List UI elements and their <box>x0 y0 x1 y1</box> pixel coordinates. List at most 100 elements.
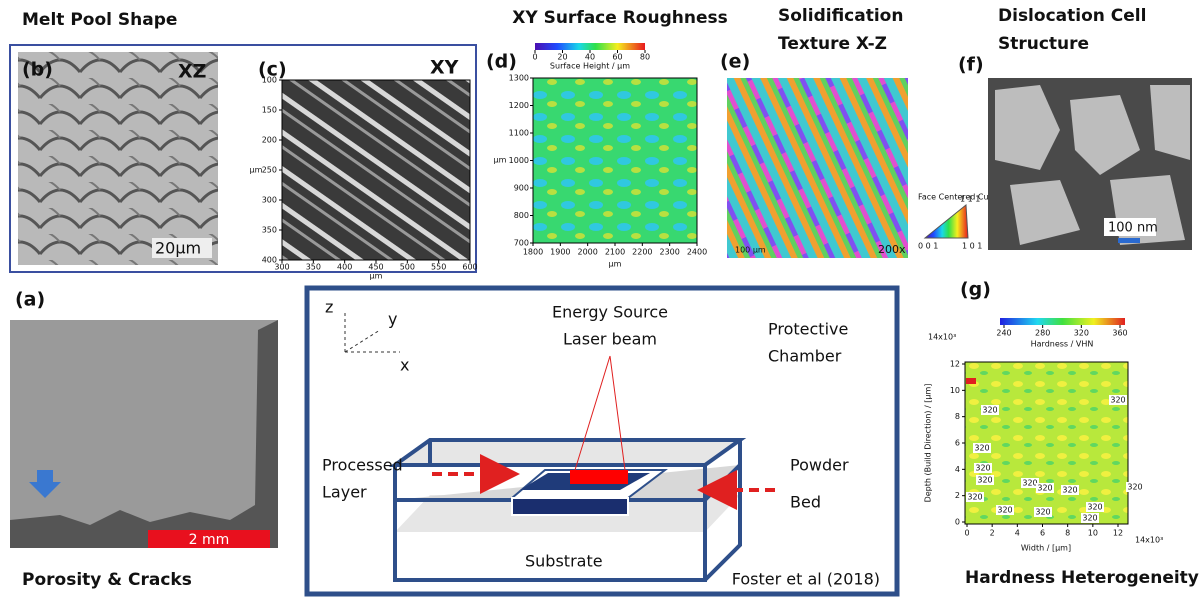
tick-label: 2 <box>955 491 960 500</box>
heading: Solidification <box>778 6 903 26</box>
tick-label: 0 <box>955 518 960 527</box>
height-map <box>533 78 697 243</box>
panel-label: (g) <box>960 279 991 301</box>
tick-label: 6 <box>1040 529 1045 538</box>
heading: Texture X-Z <box>778 34 887 54</box>
tick-label: 250 <box>262 166 277 175</box>
tick-label: 2100 <box>605 248 625 257</box>
x-axis-label: μm <box>370 272 383 281</box>
tick-label: 350 <box>306 263 321 272</box>
tick-label: 40 <box>585 53 595 62</box>
contour-label: 320 <box>977 476 992 485</box>
tick-label: 700 <box>514 239 529 248</box>
tick-label: 0 <box>964 529 969 538</box>
tick-label: 240 <box>996 329 1011 338</box>
colorbar <box>1000 318 1125 325</box>
panel-label: (a) <box>15 289 45 311</box>
tick-label: 200 <box>262 136 277 145</box>
contour-label: 320 <box>982 406 997 415</box>
tick-label: 8 <box>955 412 960 421</box>
tick-label: 0 <box>532 53 537 62</box>
panel-label: (f) <box>958 54 984 76</box>
panel-label: (b) <box>22 59 53 81</box>
label: Processed <box>322 456 403 475</box>
laser-spot <box>570 470 628 484</box>
tick-label: 900 <box>514 184 529 193</box>
tick-label: 2000 <box>577 248 597 257</box>
contour-label: 320 <box>1022 479 1037 488</box>
scale-bar: 2 mm <box>189 532 230 548</box>
tick-label: 400 <box>337 263 352 272</box>
tick-label: 450 <box>368 263 383 272</box>
tick-label: 550 <box>431 263 446 272</box>
label: Energy Source <box>552 303 668 322</box>
heading: Structure <box>998 34 1089 54</box>
scale-bar: 20μm <box>155 239 201 258</box>
heading: Melt Pool Shape <box>22 10 177 30</box>
corner: 1 1 1 <box>960 195 980 204</box>
layer-side <box>512 498 628 515</box>
chamber-top <box>395 440 740 465</box>
tick-label: 360 <box>1112 329 1127 338</box>
panel-label: (e) <box>720 51 750 73</box>
tick-label: 800 <box>514 211 529 220</box>
tick-label: 10 <box>950 386 960 395</box>
tick-label: 6 <box>955 439 960 448</box>
tick-label: 1300 <box>509 74 529 83</box>
tick-label: 2400 <box>687 248 707 257</box>
tick-label: 8 <box>1065 529 1070 538</box>
label: Protective <box>768 320 848 339</box>
tick-label: 10 <box>1088 529 1098 538</box>
tick-label: 2200 <box>632 248 652 257</box>
tick-label: 4 <box>1015 529 1020 538</box>
exponent: 14x10³ <box>928 333 956 342</box>
tick-label: 60 <box>612 53 622 62</box>
magnification: 200x <box>878 243 906 256</box>
tick-label: 20 <box>557 53 567 62</box>
y-axis-label: Depth (Build Direction) / [μm] <box>924 384 933 503</box>
tick-label: 150 <box>262 106 277 115</box>
tick-label: 1000 <box>509 156 529 165</box>
contour-label: 320 <box>1037 484 1052 493</box>
label: Laser beam <box>563 330 657 349</box>
corner: 1 0 1 <box>962 242 982 251</box>
tick-label: 12 <box>950 360 960 369</box>
contour-label: 320 <box>967 493 982 502</box>
scale-line <box>1118 238 1140 243</box>
plane-label: XZ <box>178 61 206 83</box>
tick-label: 500 <box>400 263 415 272</box>
label: Chamber <box>768 347 842 366</box>
micrograph <box>10 320 278 548</box>
ipf-triangle <box>925 205 968 238</box>
contour-label: 320 <box>1127 483 1142 492</box>
label: Powder <box>790 456 849 475</box>
ebsd-map <box>727 78 908 258</box>
contour-label: 320 <box>1082 514 1097 523</box>
tick-label: 350 <box>262 226 277 235</box>
hot-spot <box>966 378 976 384</box>
colorbar-label: Surface Height / μm <box>550 62 630 71</box>
x-axis-label: μm <box>609 260 622 269</box>
exponent: 14x10³ <box>1135 536 1163 545</box>
contour-label: 320 <box>1062 486 1077 495</box>
contour-label: 320 <box>1087 503 1102 512</box>
heading: Hardness Heterogeneity <box>965 568 1199 588</box>
heading: Dislocation Cell <box>998 6 1146 26</box>
tick-label: 80 <box>640 53 650 62</box>
label: Bed <box>790 493 821 512</box>
tick-label: 2 <box>990 529 995 538</box>
contour-label: 320 <box>997 506 1012 515</box>
micrograph <box>282 80 470 260</box>
scale-bar: 100 nm <box>1108 221 1158 236</box>
tick-label: 100 <box>262 76 277 85</box>
figure: Melt Pool Shape XY Surface Roughness Sol… <box>0 0 1199 602</box>
x-axis-label: Width / [μm] <box>1021 544 1071 553</box>
tick-label: 320 <box>1074 329 1089 338</box>
contour-label: 320 <box>975 464 990 473</box>
contour-label: 320 <box>1110 396 1125 405</box>
tick-label: 600 <box>462 263 477 272</box>
tick-label: 280 <box>1035 329 1050 338</box>
micrograph <box>18 52 218 265</box>
corner: 0 0 1 <box>918 242 938 251</box>
colorbar-label: Hardness / VHN <box>1031 340 1094 349</box>
